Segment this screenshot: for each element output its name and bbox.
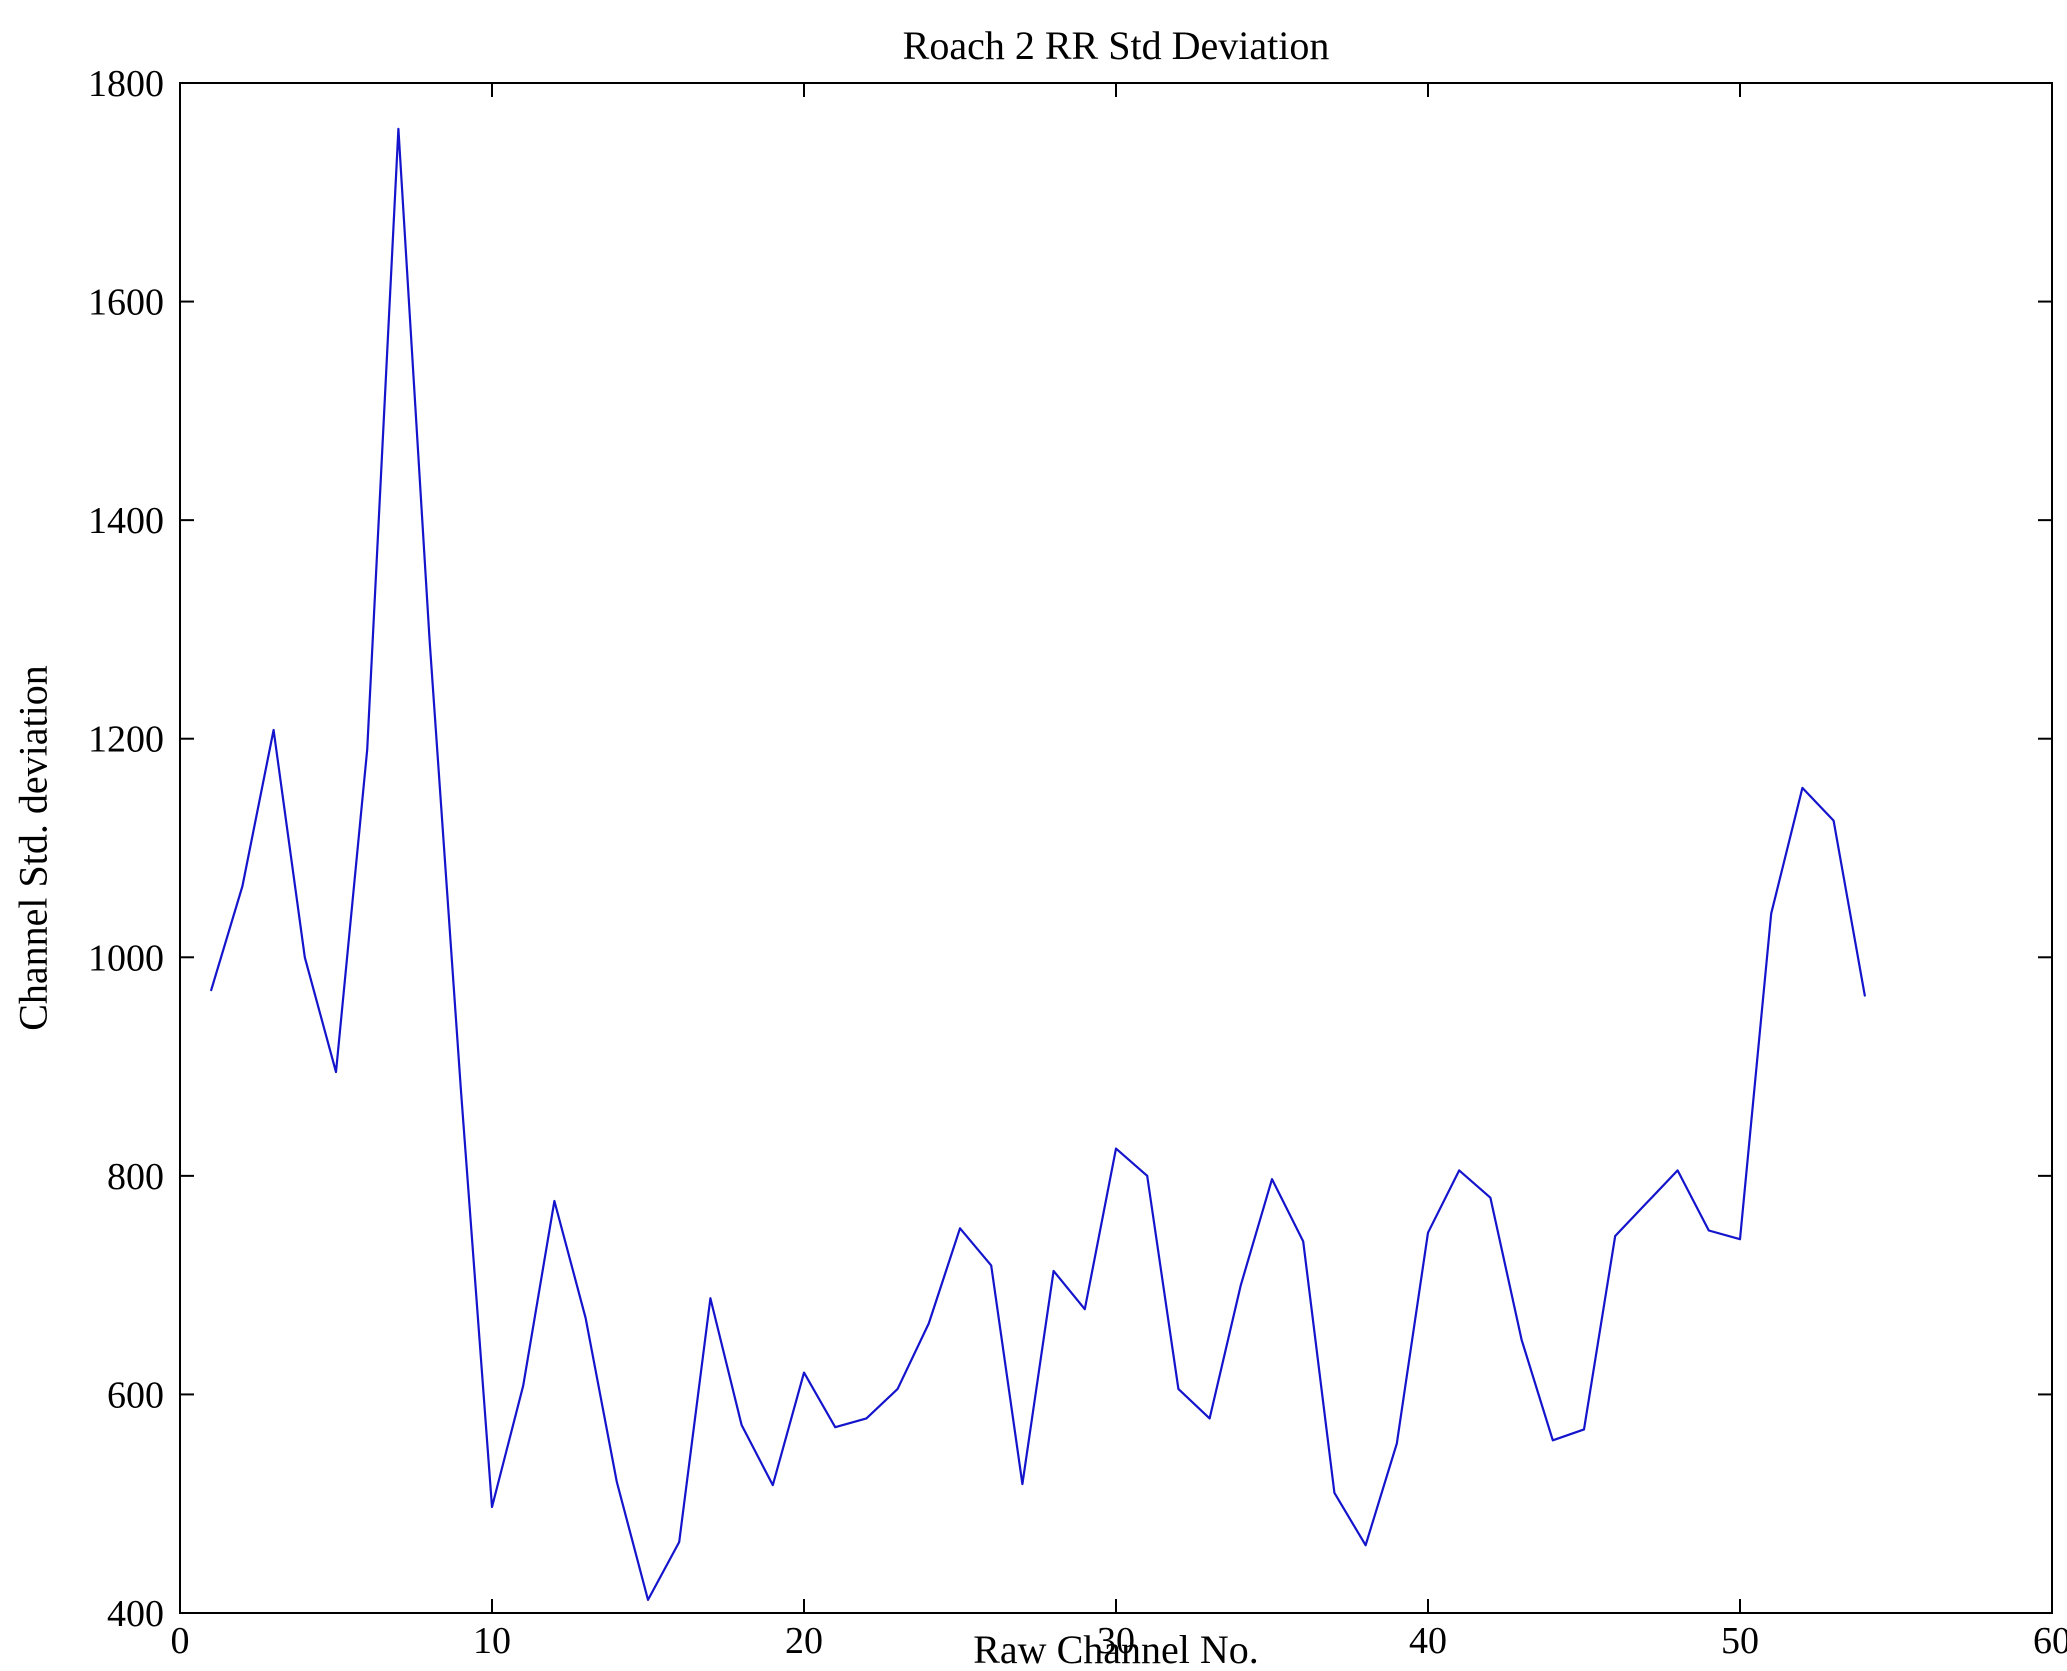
- x-tick-label: 20: [785, 1620, 823, 1662]
- y-tick-label: 600: [107, 1374, 164, 1416]
- x-tick-label: 50: [1721, 1620, 1759, 1662]
- x-tick-label: 40: [1409, 1620, 1447, 1662]
- y-tick-label: 1200: [88, 719, 164, 761]
- y-tick-label: 800: [107, 1156, 164, 1198]
- y-tick-label: 1400: [88, 500, 164, 542]
- data-line: [210, 127, 1866, 1601]
- x-tick-label: 10: [473, 1620, 511, 1662]
- y-tick-label: 1800: [88, 63, 164, 105]
- y-tick-label: 1600: [88, 282, 164, 324]
- x-tick-label: 0: [171, 1620, 190, 1662]
- x-tick-label: 30: [1097, 1620, 1135, 1662]
- y-tick-label: 1000: [88, 937, 164, 979]
- chart-title: Roach 2 RR Std Deviation: [902, 23, 1330, 68]
- y-tick-label: 400: [107, 1593, 164, 1635]
- x-axis-label: Raw Channel No.: [973, 1627, 1259, 1671]
- axes-box: [179, 82, 2053, 1614]
- x-tick-label: 60: [2033, 1620, 2067, 1662]
